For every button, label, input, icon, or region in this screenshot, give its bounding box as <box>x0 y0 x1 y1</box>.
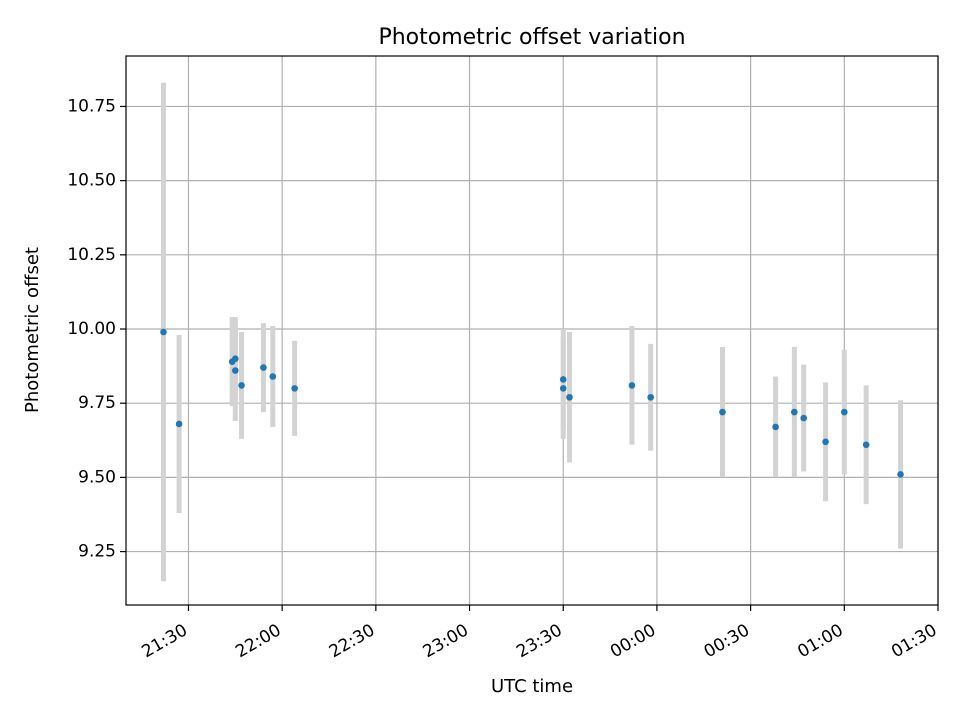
data-point <box>260 364 267 371</box>
plot-frame <box>125 55 939 606</box>
chart-title: Photometric offset variation <box>378 25 685 50</box>
x-tick-label: 00:00 <box>607 620 659 662</box>
y-tick-label: 9.25 <box>78 542 116 562</box>
data-point <box>772 423 779 431</box>
x-tick-label: 00:30 <box>701 620 753 662</box>
error-bars <box>160 82 904 582</box>
x-tick-label: 01:00 <box>794 620 846 662</box>
data-point <box>269 373 277 380</box>
y-tick-label: 10.00 <box>67 319 116 339</box>
data-point <box>566 393 573 401</box>
data-point <box>175 420 183 428</box>
data-point <box>291 385 298 392</box>
x-axis-ticks: 21:30 22:00 22:30 23:00 23:30 00:00 00:30 01:00… <box>139 605 941 662</box>
y-tick-label: 9.75 <box>78 393 116 413</box>
data-point <box>628 382 636 389</box>
x-axis-label: UTC time <box>491 676 573 697</box>
y-axis-label: Photometric offset <box>22 247 43 413</box>
grid <box>126 56 939 605</box>
data-point <box>559 376 567 383</box>
data-point <box>719 408 726 416</box>
data-point <box>862 441 870 449</box>
data-point <box>238 382 245 389</box>
data-point <box>800 414 808 422</box>
data-point <box>841 408 848 416</box>
x-tick-label: 01:30 <box>888 620 940 662</box>
data-point <box>559 385 567 392</box>
data-point <box>232 367 239 374</box>
x-tick-label: 21:30 <box>139 620 191 662</box>
x-tick-label: 23:00 <box>420 620 472 662</box>
y-tick-label: 10.25 <box>67 245 116 265</box>
y-axis-ticks: 9.25 9.50 9.75 10.00 10.25 10.50 10.75 <box>67 96 126 562</box>
data-point <box>647 393 654 401</box>
x-tick-label: 23:30 <box>513 620 565 662</box>
data-point <box>897 471 904 478</box>
y-tick-label: 10.50 <box>67 171 116 191</box>
data-point <box>822 438 829 446</box>
data-point <box>232 355 239 362</box>
data-point <box>160 328 167 336</box>
y-tick-label: 10.75 <box>67 96 116 116</box>
data-point <box>791 408 798 416</box>
data-points <box>160 328 904 478</box>
y-tick-label: 9.50 <box>78 467 116 487</box>
x-tick-label: 22:00 <box>232 620 284 662</box>
x-tick-label: 22:30 <box>326 620 378 662</box>
